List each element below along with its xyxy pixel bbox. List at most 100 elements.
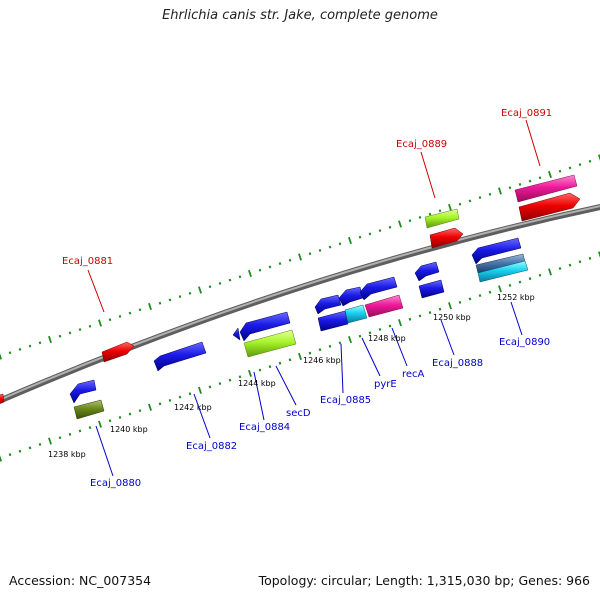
minor-tick: [238, 375, 242, 379]
leader-ecaj-0882: [193, 393, 211, 439]
leader-ecaj-0888: [440, 319, 455, 356]
label-secD[interactable]: secD: [286, 408, 311, 419]
minor-tick: [78, 429, 82, 433]
label-ecaj-0890[interactable]: Ecaj_0890: [499, 337, 550, 348]
gene-labels: Ecaj_0881 Ecaj_0889 Ecaj_0891 Ecaj_0880 …: [62, 108, 552, 489]
label-ecaj-0881[interactable]: Ecaj_0881: [62, 256, 113, 267]
leader-ecaj-0889: [420, 151, 436, 199]
gene-arrow-pyrE[interactable]: [344, 304, 368, 324]
minor-tick: [168, 298, 172, 302]
label-ecaj-0880[interactable]: Ecaj_0880: [90, 478, 141, 489]
minor-tick: [138, 308, 142, 312]
minor-tick: [358, 334, 362, 338]
major-tick: [48, 335, 52, 344]
major-tick: [0, 353, 2, 360]
gene-arrow-secD[interactable]: [243, 329, 297, 358]
minor-tick: [408, 317, 412, 321]
gene-arrow-recA-top[interactable]: [359, 276, 398, 301]
kbp-label: 1242 kbp: [174, 403, 212, 412]
gene-arrow-ecaj-0885-top[interactable]: [314, 294, 342, 315]
minor-tick: [328, 344, 332, 348]
minor-tick: [108, 318, 112, 322]
label-pyrE[interactable]: pyrE: [374, 379, 397, 390]
minor-tick: [208, 285, 212, 289]
major-tick: [0, 455, 2, 462]
minor-tick: [218, 382, 222, 386]
gene-arrow-ecaj-0889[interactable]: [429, 227, 464, 249]
label-ecaj-0885[interactable]: Ecaj_0885: [320, 395, 371, 406]
label-recA[interactable]: recA: [402, 369, 425, 380]
gene-arrow-ecaj-0891[interactable]: [518, 192, 581, 222]
minor-tick: [488, 192, 492, 196]
gene-arrow-recA[interactable]: [364, 294, 404, 318]
minor-tick: [418, 215, 422, 219]
gene-arrow-ecaj-0890[interactable]: [477, 260, 529, 283]
minor-tick: [118, 314, 122, 318]
gene-arrow-ecaj-0885[interactable]: [317, 310, 349, 332]
minor-tick: [278, 361, 282, 365]
gene-arrow-ecaj-0880-olive[interactable]: [73, 399, 105, 420]
minor-tick: [128, 311, 132, 315]
minor-tick: [238, 275, 242, 279]
kbp-labels: 1238 kbp 1240 kbp 1242 kbp 1244 kbp 1246…: [48, 293, 535, 459]
minor-tick: [228, 378, 232, 382]
leader-recA: [391, 327, 408, 367]
minor-tick: [408, 219, 412, 223]
minor-tick: [538, 273, 542, 277]
minor-tick: [88, 426, 92, 430]
label-ecaj-0882[interactable]: Ecaj_0882: [186, 441, 237, 452]
gene-arrow-ecaj-0882[interactable]: [153, 341, 207, 372]
minor-tick: [168, 398, 172, 402]
label-ecaj-0888[interactable]: Ecaj_0888: [432, 358, 483, 369]
minor-tick: [308, 351, 312, 355]
minor-tick: [568, 166, 572, 170]
leader-ecaj-0890: [510, 301, 523, 336]
minor-tick: [38, 442, 42, 446]
major-tick: [298, 253, 302, 261]
gene-arrow-pyrE-top[interactable]: [338, 286, 364, 307]
minor-tick: [358, 235, 362, 239]
label-ecaj-0891[interactable]: Ecaj_0891: [501, 108, 552, 119]
kbp-label: 1244 kbp: [238, 379, 276, 388]
minor-tick: [38, 341, 42, 345]
minor-tick: [108, 419, 112, 423]
gene-arrow-ecaj-0881[interactable]: [101, 341, 135, 363]
minor-tick: [338, 341, 342, 345]
label-ecaj-0889[interactable]: Ecaj_0889: [396, 139, 447, 150]
minor-tick: [588, 159, 592, 163]
gene-arrow-ecaj-0884[interactable]: [239, 311, 291, 342]
minor-tick: [8, 453, 12, 457]
gene-arrow-ecaj-0888-top[interactable]: [414, 261, 440, 282]
gene-arrow-ecaj-0891-pink[interactable]: [514, 174, 578, 203]
minor-tick: [378, 327, 382, 331]
minor-tick: [458, 202, 462, 206]
label-ecaj-0884[interactable]: Ecaj_0884: [239, 422, 290, 433]
minor-tick: [208, 385, 212, 389]
gene-arrow-ecaj-0888[interactable]: [418, 279, 445, 299]
leader-ecaj-0881: [87, 269, 105, 313]
major-tick: [398, 319, 402, 327]
gene-arrow-small-blue[interactable]: [232, 327, 241, 341]
kbp-label: 1238 kbp: [48, 450, 86, 459]
outer-tick-ring: [0, 154, 600, 360]
minor-tick: [378, 229, 382, 233]
minor-tick: [478, 196, 482, 200]
minor-tick: [258, 268, 262, 272]
major-tick: [348, 336, 352, 344]
major-tick: [448, 302, 452, 310]
minor-tick: [18, 449, 22, 453]
gene-arrow-ecaj-0889-lime[interactable]: [424, 208, 460, 229]
major-tick: [48, 437, 52, 445]
minor-tick: [338, 242, 342, 246]
minor-tick: [468, 199, 472, 203]
major-tick: [448, 203, 452, 212]
gene-arrow-edge-red[interactable]: [0, 393, 5, 405]
leader-pyrE: [361, 337, 381, 377]
minor-tick: [268, 365, 272, 369]
gene-arrow-ecaj-0890-top[interactable]: [471, 237, 522, 265]
gene-arrow-ecaj-0880[interactable]: [69, 379, 97, 404]
minor-tick: [158, 301, 162, 305]
minor-tick: [178, 295, 182, 299]
minor-tick: [58, 436, 62, 440]
